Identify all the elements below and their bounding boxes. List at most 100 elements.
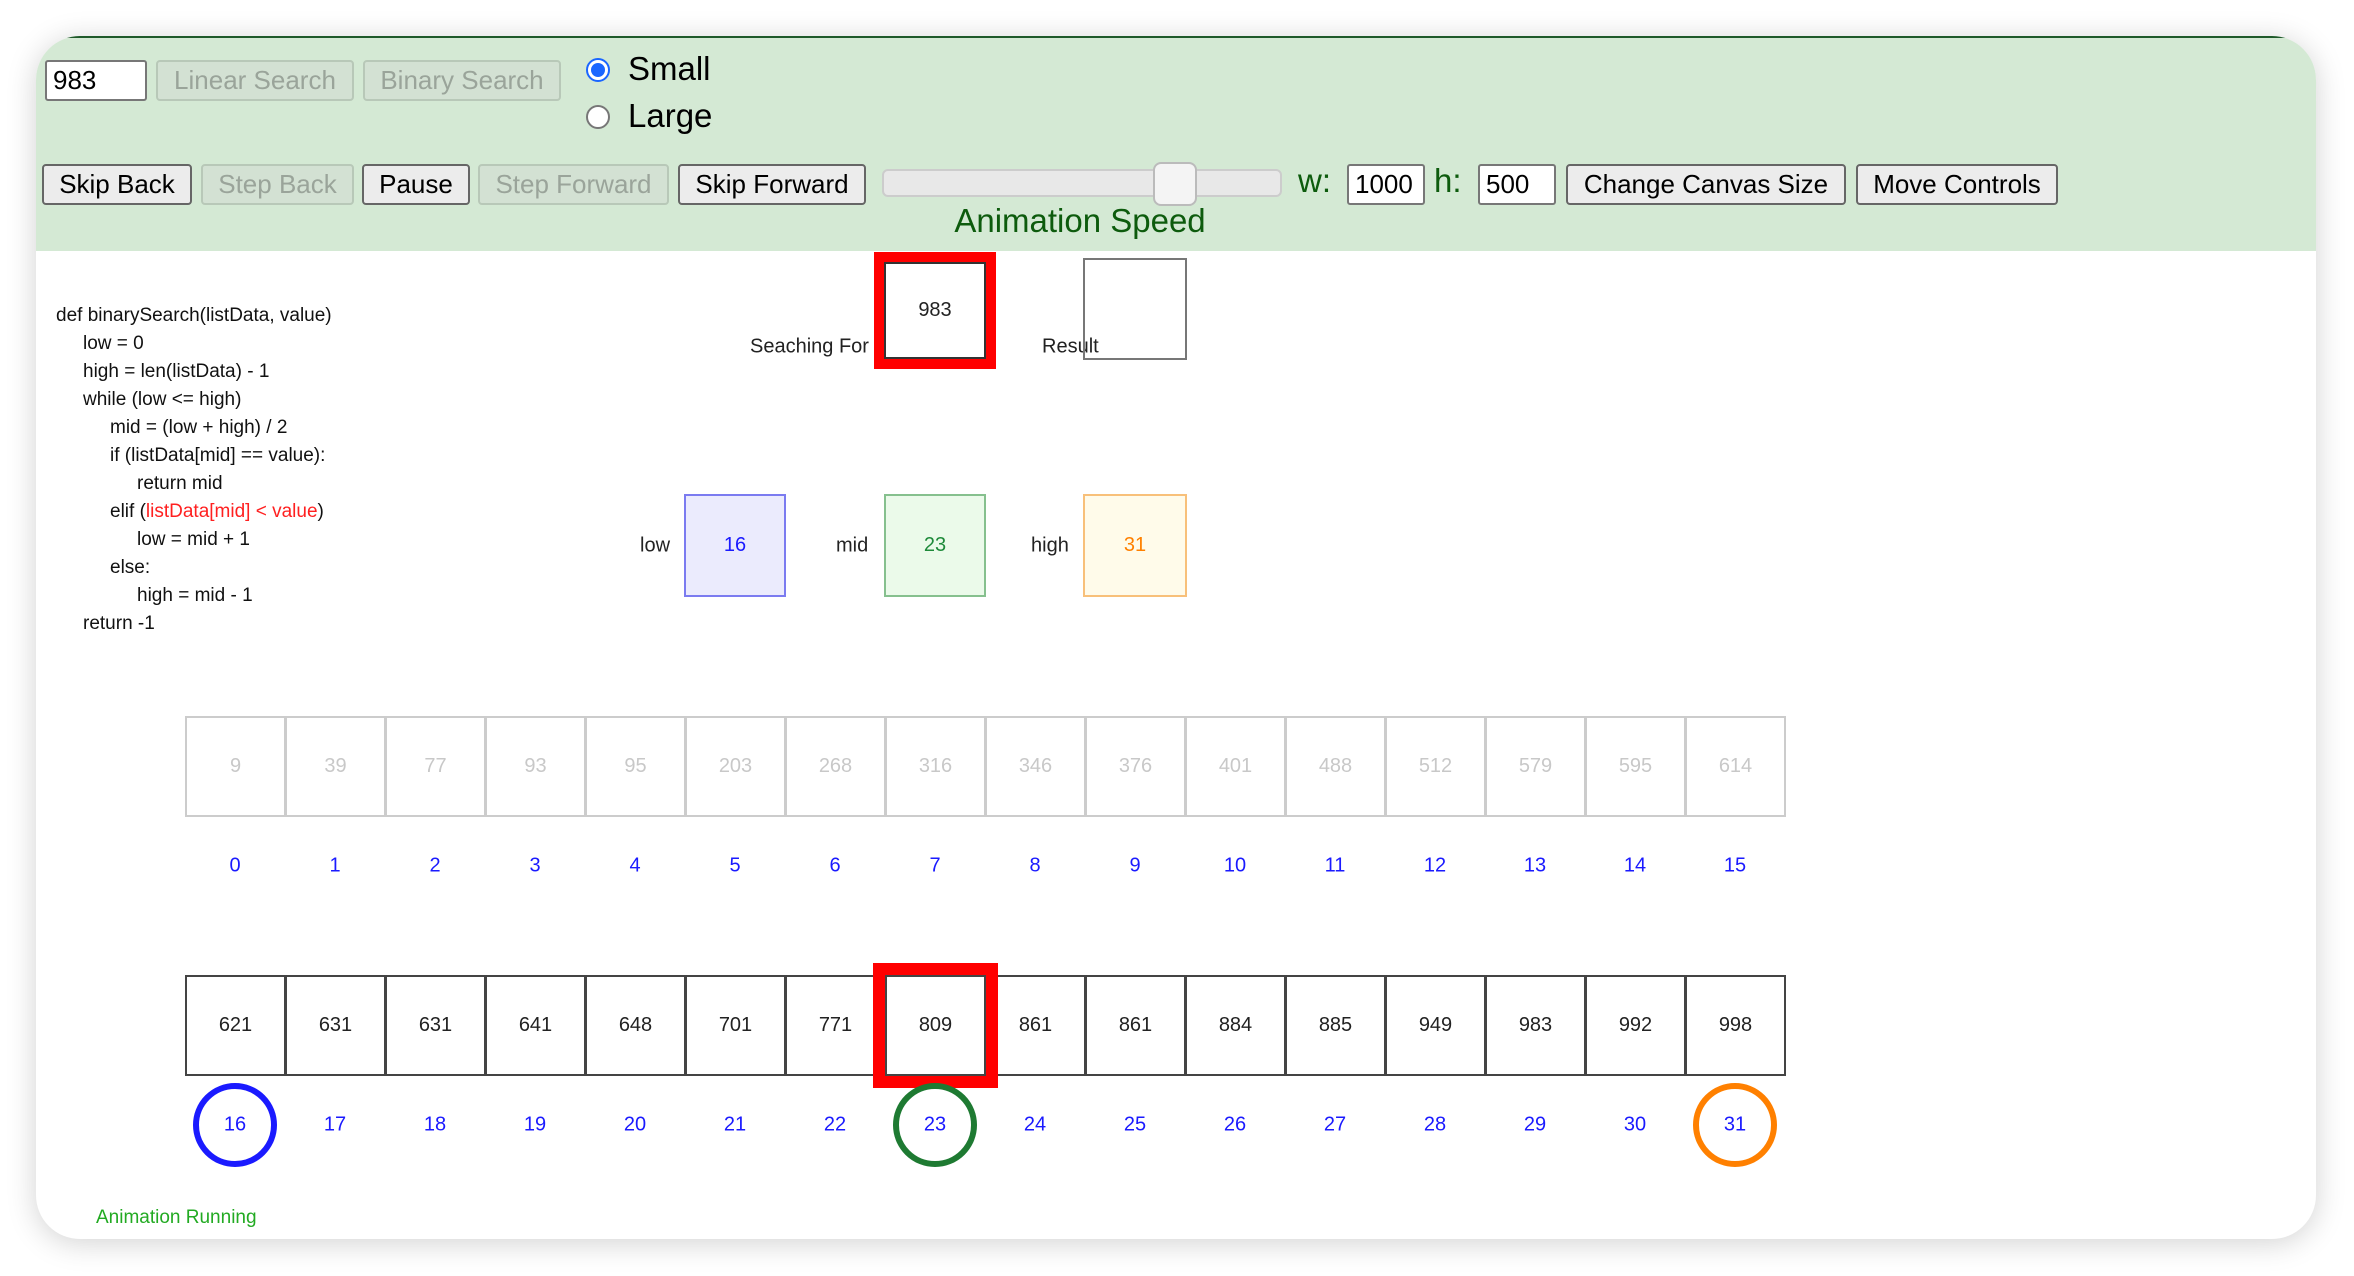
code-text: low = 0	[83, 333, 144, 354]
code-text: else:	[110, 557, 151, 578]
array-index: 15	[1723, 854, 1747, 877]
code-line: low = 0	[83, 333, 144, 355]
array-index: 21	[723, 1113, 747, 1136]
array-cell: 39	[285, 716, 386, 817]
array-cell: 77	[385, 716, 486, 817]
array-index: 12	[1423, 854, 1447, 877]
array-cell: 512	[1385, 716, 1486, 817]
array-index: 26	[1223, 1113, 1247, 1136]
array-index: 27	[1323, 1113, 1347, 1136]
result-value	[1083, 258, 1187, 360]
code-text: high = len(listData) - 1	[83, 361, 270, 382]
array-index: 19	[523, 1113, 547, 1136]
code-text: elif (	[110, 501, 146, 522]
mid-label: mid	[836, 534, 869, 557]
array-index: 6	[829, 854, 841, 877]
status-text: Animation Running	[96, 1207, 257, 1228]
array-cell: 621	[185, 975, 286, 1076]
code-line: else:	[110, 557, 150, 579]
code-text: mid = (low + high) / 2	[110, 417, 288, 438]
array-cell: 701	[685, 975, 786, 1076]
array-index: 28	[1423, 1113, 1447, 1136]
array-cell: 95	[585, 716, 686, 817]
pause-button[interactable]: Pause	[362, 164, 470, 205]
mid-value: 23	[884, 494, 986, 597]
array-index: 5	[729, 854, 741, 877]
code-text: return -1	[83, 613, 155, 634]
array-index: 7	[929, 854, 941, 877]
high-value: 31	[1083, 494, 1187, 597]
array-cell: 998	[1685, 975, 1786, 1076]
array-index: 30	[1623, 1113, 1647, 1136]
low-label: low	[640, 534, 671, 557]
array-cell: 268	[785, 716, 886, 817]
array-cell: 771	[785, 975, 886, 1076]
move-controls-button[interactable]: Move Controls	[1856, 164, 2058, 205]
high-pointer-circle	[1693, 1083, 1777, 1167]
binary-search-button[interactable]: Binary Search	[363, 60, 561, 101]
high-label: high	[1031, 534, 1069, 557]
array-cell: 614	[1685, 716, 1786, 817]
array-cell: 488	[1285, 716, 1386, 817]
visualization-window: 983 Linear Search Binary Search Small La…	[36, 36, 2316, 1239]
array-cell: 401	[1185, 716, 1286, 817]
array-cell: 631	[285, 975, 386, 1076]
array-cell: 316	[885, 716, 986, 817]
array-index: 25	[1123, 1113, 1147, 1136]
array-index: 18	[423, 1113, 447, 1136]
array-cell: 579	[1485, 716, 1586, 817]
canvas-height-input[interactable]: 500	[1478, 164, 1556, 205]
array-cell: 376	[1085, 716, 1186, 817]
array-cell: 861	[985, 975, 1086, 1076]
code-text: high = mid - 1	[137, 585, 253, 606]
radio-large[interactable]	[586, 105, 610, 129]
array-cell: 641	[485, 975, 586, 1076]
canvas-width-input[interactable]: 1000	[1347, 164, 1425, 205]
step-back-button[interactable]: Step Back	[201, 164, 354, 205]
array-cell: 9	[185, 716, 286, 817]
slider-thumb[interactable]	[1152, 162, 1197, 206]
array-index: 10	[1223, 854, 1247, 877]
array-cell: 992	[1585, 975, 1686, 1076]
array-cell: 885	[1285, 975, 1386, 1076]
current-cell-highlight	[873, 963, 998, 1088]
array-index: 24	[1023, 1113, 1047, 1136]
slider-track	[882, 169, 1282, 197]
array-index: 13	[1523, 854, 1547, 877]
array-index: 4	[629, 854, 641, 877]
code-text: low = mid + 1	[137, 529, 250, 550]
code-text: if (listData[mid] == value):	[110, 445, 326, 466]
code-line: if (listData[mid] == value):	[110, 445, 325, 467]
array-cell: 346	[985, 716, 1086, 817]
code-text: def binarySearch(listData, value)	[56, 305, 332, 326]
radio-small[interactable]	[586, 58, 610, 82]
radio-small-label: Small	[628, 50, 711, 87]
array-index: 14	[1623, 854, 1647, 877]
radio-large-label: Large	[628, 97, 713, 134]
code-text: while (low <= high)	[83, 389, 242, 410]
search-value-input[interactable]: 983	[45, 60, 147, 101]
step-forward-button[interactable]: Step Forward	[478, 164, 669, 205]
animation-canvas: def binarySearch(listData, value) low = 0…	[36, 249, 2316, 1239]
skip-forward-button[interactable]: Skip Forward	[678, 164, 866, 205]
low-value: 16	[684, 494, 786, 597]
change-canvas-size-button[interactable]: Change Canvas Size	[1566, 164, 1846, 205]
array-index: 11	[1324, 854, 1346, 877]
linear-search-button[interactable]: Linear Search	[156, 60, 354, 101]
code-line: high = mid - 1	[137, 585, 253, 607]
searching-for-value: 983	[884, 262, 986, 359]
array-index: 0	[229, 854, 241, 877]
skip-back-button[interactable]: Skip Back	[42, 164, 192, 205]
code-line: low = mid + 1	[137, 529, 250, 551]
width-label: w:	[1298, 162, 1331, 199]
array-index: 17	[323, 1113, 347, 1136]
array-cell: 949	[1385, 975, 1486, 1076]
array-cell: 203	[685, 716, 786, 817]
animation-speed-slider[interactable]	[882, 162, 1282, 206]
height-label: h:	[1434, 162, 1462, 199]
code-line: return -1	[83, 613, 155, 635]
mid-pointer-circle	[893, 1083, 977, 1167]
array-cell: 648	[585, 975, 686, 1076]
array-index: 3	[529, 854, 541, 877]
array-index: 9	[1129, 854, 1141, 877]
